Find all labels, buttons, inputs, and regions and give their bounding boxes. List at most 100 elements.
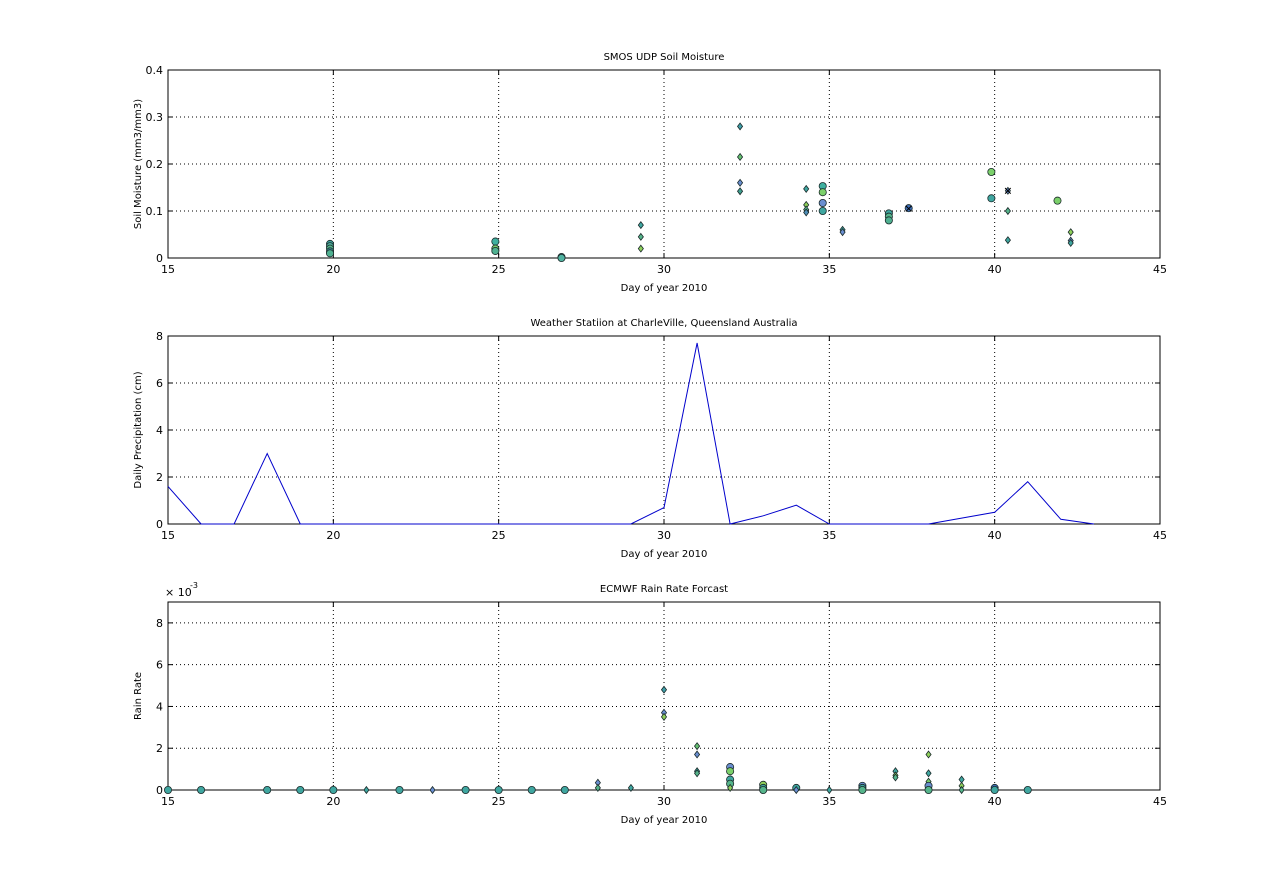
data-point: [818, 188, 827, 197]
data-point: [1067, 238, 1074, 248]
data-point: [839, 228, 846, 237]
data-point: [637, 232, 644, 241]
x-tick-label: 25: [492, 529, 506, 542]
y-tick-label: 2: [156, 742, 163, 755]
y-exponent-power: -3: [190, 581, 198, 590]
data-point: [958, 785, 965, 795]
x-tick-label: 35: [822, 263, 836, 276]
y-tick-label: 0: [156, 518, 163, 531]
data-point: [637, 244, 644, 253]
data-point: [326, 249, 335, 258]
data-point: [737, 178, 744, 187]
x-tick-label: 15: [161, 529, 175, 542]
data-point: [803, 208, 810, 217]
x-tick-label: 45: [1153, 795, 1167, 808]
data-point: [826, 785, 833, 795]
x-tick-label: 30: [657, 795, 671, 808]
y-tick-label: 8: [156, 330, 163, 343]
data-point: [197, 786, 206, 795]
data-point: [858, 786, 867, 795]
precipitation-chart: 15 20 25 30 35 40 45 0 2 4 6 8 Weather Statiion at C…: [133, 318, 1167, 560]
y-tick-label: 6: [156, 377, 163, 390]
x-tick-label: 40: [988, 795, 1002, 808]
data-point: [737, 152, 744, 162]
x-tick-label: 25: [492, 263, 506, 276]
data-point: [987, 194, 996, 203]
data-point: [905, 205, 912, 212]
data-point: [1004, 236, 1011, 245]
data-point: [990, 786, 999, 795]
precipitation-line: [167, 342, 1094, 525]
data-point: [818, 206, 827, 215]
data-point: [694, 742, 701, 751]
data-point: [560, 786, 569, 795]
data-point: [694, 769, 701, 778]
x-tick-label: 30: [657, 263, 671, 276]
data-point: [1023, 786, 1032, 795]
x-tick-label: 40: [988, 529, 1002, 542]
y-tick-label: 0: [156, 252, 163, 265]
data-point: [924, 786, 933, 795]
data-point: [296, 786, 305, 795]
y-tick-label: 0.3: [146, 111, 164, 124]
x-axis-label: Day of year 2010: [621, 815, 708, 826]
y-tick-label: 0: [156, 784, 163, 797]
data-point: [627, 783, 634, 792]
x-tick-label: 45: [1153, 529, 1167, 542]
y-tick-label: 0.4: [146, 64, 164, 77]
data-point: [737, 122, 744, 131]
data-point: [1004, 187, 1012, 194]
y-tick-label: 0.2: [146, 158, 164, 171]
x-tick-label: 35: [822, 529, 836, 542]
data-point: [329, 786, 338, 795]
x-tick-label: 40: [988, 263, 1002, 276]
data-point: [491, 237, 500, 246]
data-point: [726, 767, 735, 776]
data-point: [1067, 228, 1074, 237]
y-tick-label: 6: [156, 659, 163, 672]
x-tick-label: 15: [161, 263, 175, 276]
data-point: [925, 769, 932, 778]
x-tick-label: 20: [326, 529, 340, 542]
data-point: [494, 786, 503, 795]
x-axis-label: Day of year 2010: [621, 283, 708, 294]
data-point: [429, 785, 436, 795]
data-point: [803, 184, 810, 193]
data-point: [660, 685, 668, 694]
data-point: [594, 783, 601, 792]
x-tick-label: 20: [326, 795, 340, 808]
x-tick-label: 15: [161, 795, 175, 808]
chart-title: ECMWF Rain Rate Forcast: [600, 584, 728, 595]
data-point: [694, 750, 701, 759]
data-point: [884, 216, 893, 225]
data-point: [660, 712, 668, 721]
x-tick-label: 25: [492, 795, 506, 808]
x-tick-label: 45: [1153, 263, 1167, 276]
chart-title: Weather Statiion at CharleVille, Queensl…: [530, 318, 797, 329]
data-point: [892, 773, 899, 782]
data-point: [461, 786, 470, 795]
y-tick-label: 8: [156, 617, 163, 630]
data-point: [925, 750, 932, 759]
data-point: [395, 786, 404, 795]
data-point: [818, 199, 827, 208]
soil-moisture-chart: 15 20 25 30 35 40 45 0 0.1 0.2 0.3 0.4 SMOS UDP Soil…: [133, 52, 1167, 294]
x-tick-label: 30: [657, 529, 671, 542]
chart-title: SMOS UDP Soil Moisture: [604, 52, 725, 63]
data-point: [363, 785, 370, 795]
data-point: [727, 783, 734, 792]
data-point: [527, 786, 536, 795]
data-point: [987, 167, 996, 176]
data-point: [1053, 196, 1062, 205]
y-axis-label: Rain Rate: [133, 672, 144, 720]
data-point: [1004, 206, 1011, 216]
x-axis-label: Day of year 2010: [621, 549, 708, 560]
y-axis-label: Daily Precipitation (cm): [133, 371, 144, 488]
x-tick-label: 35: [822, 795, 836, 808]
data-point: [263, 786, 272, 795]
data-point: [759, 786, 768, 795]
data-point: [491, 246, 500, 255]
y-exponent-label: × 10: [165, 586, 192, 599]
y-axis-label: Soil Moisture (mm3/mm3): [133, 99, 144, 229]
